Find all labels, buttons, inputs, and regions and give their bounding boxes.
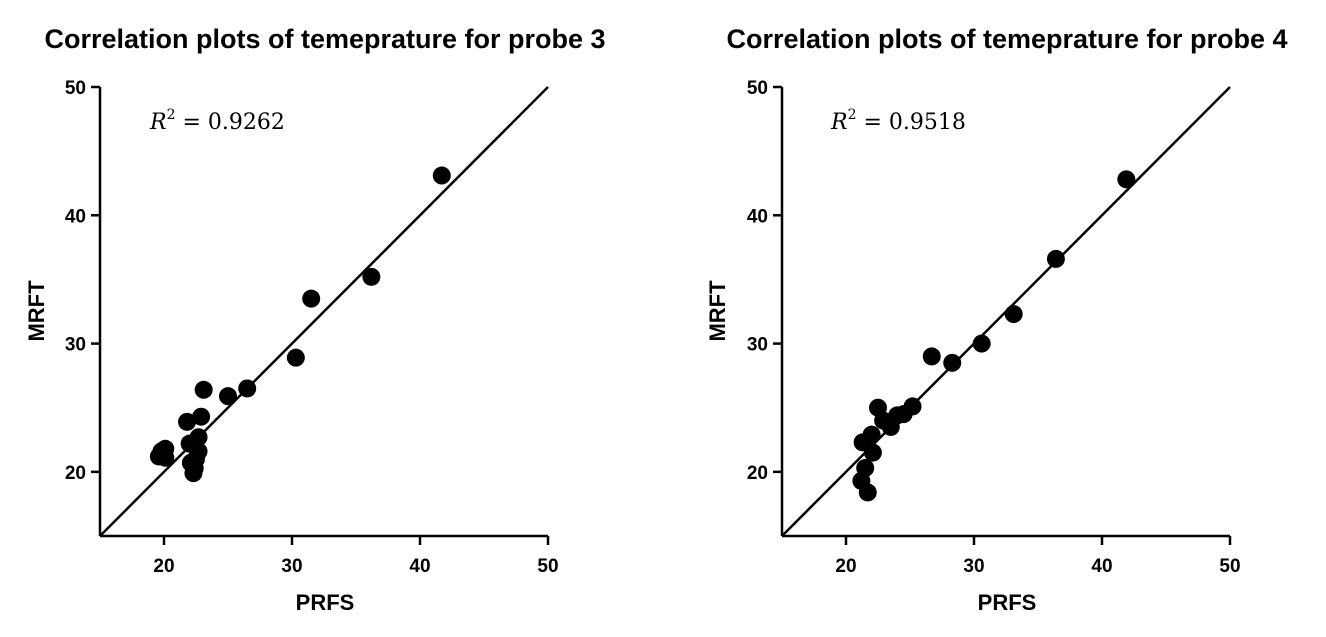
data-point — [856, 459, 875, 478]
y-tick-label: 30 — [747, 335, 768, 356]
data-point — [922, 347, 941, 366]
x-tick-label: 30 — [281, 556, 302, 577]
y-tick-label: 30 — [65, 335, 86, 356]
x-tick-label: 40 — [409, 556, 430, 577]
y-tick-label: 20 — [747, 463, 768, 484]
data-point — [189, 442, 208, 461]
x-tick-label: 50 — [1219, 556, 1240, 577]
x-tick-label: 20 — [153, 556, 174, 577]
y-tick-label: 50 — [747, 78, 768, 99]
data-point — [178, 412, 197, 431]
data-point — [858, 483, 877, 502]
x-tick-label: 50 — [537, 556, 558, 577]
y-tick-label: 50 — [65, 78, 86, 99]
data-point — [1004, 305, 1023, 324]
data-point — [432, 166, 451, 185]
fit-line — [99, 86, 549, 537]
r-squared-annotation: R2 = 0.9262 — [149, 107, 285, 135]
r-squared-var: R — [830, 110, 848, 135]
data-point — [156, 439, 175, 458]
r-squared-exponent: 2 — [848, 107, 857, 123]
data-point — [1117, 170, 1136, 189]
x-axis-label: PRFS — [978, 590, 1037, 615]
r-squared-exponent: 2 — [167, 107, 176, 123]
data-point — [286, 348, 305, 367]
data-point — [903, 397, 922, 416]
data-point — [192, 407, 211, 426]
y-axis-label: MRFT — [24, 280, 49, 342]
r-squared-annotation: R2 = 0.9518 — [830, 107, 966, 135]
r-squared-var: R — [149, 110, 167, 135]
r-squared-value: = 0.9518 — [857, 110, 966, 135]
x-tick-label: 20 — [835, 556, 856, 577]
data-point — [194, 380, 213, 399]
x-tick-label: 30 — [963, 556, 984, 577]
data-point — [863, 443, 882, 462]
y-axis-label: MRFT — [705, 280, 730, 342]
y-tick-label: 40 — [65, 206, 86, 227]
y-tick-label: 20 — [65, 463, 86, 484]
x-axis-label: PRFS — [296, 590, 355, 615]
data-point — [302, 289, 321, 308]
r-squared-value: = 0.9262 — [176, 110, 285, 135]
data-point — [362, 267, 381, 286]
data-point — [219, 387, 237, 406]
data-point — [943, 353, 962, 372]
data-point — [862, 425, 881, 444]
data-point — [238, 379, 257, 398]
chart-title: Correlation plots of temeprature for pro… — [726, 24, 1287, 54]
data-point — [972, 334, 991, 353]
y-tick-label: 40 — [747, 206, 768, 227]
x-tick-label: 40 — [1091, 556, 1112, 577]
chart-probe-4: Correlation plots of temeprature for pro… — [705, 24, 1288, 615]
data-point — [189, 428, 208, 447]
chart-probe-3: Correlation plots of temeprature for pro… — [24, 24, 606, 615]
data-point — [1046, 249, 1065, 268]
chart-title: Correlation plots of temeprature for pro… — [44, 24, 605, 54]
